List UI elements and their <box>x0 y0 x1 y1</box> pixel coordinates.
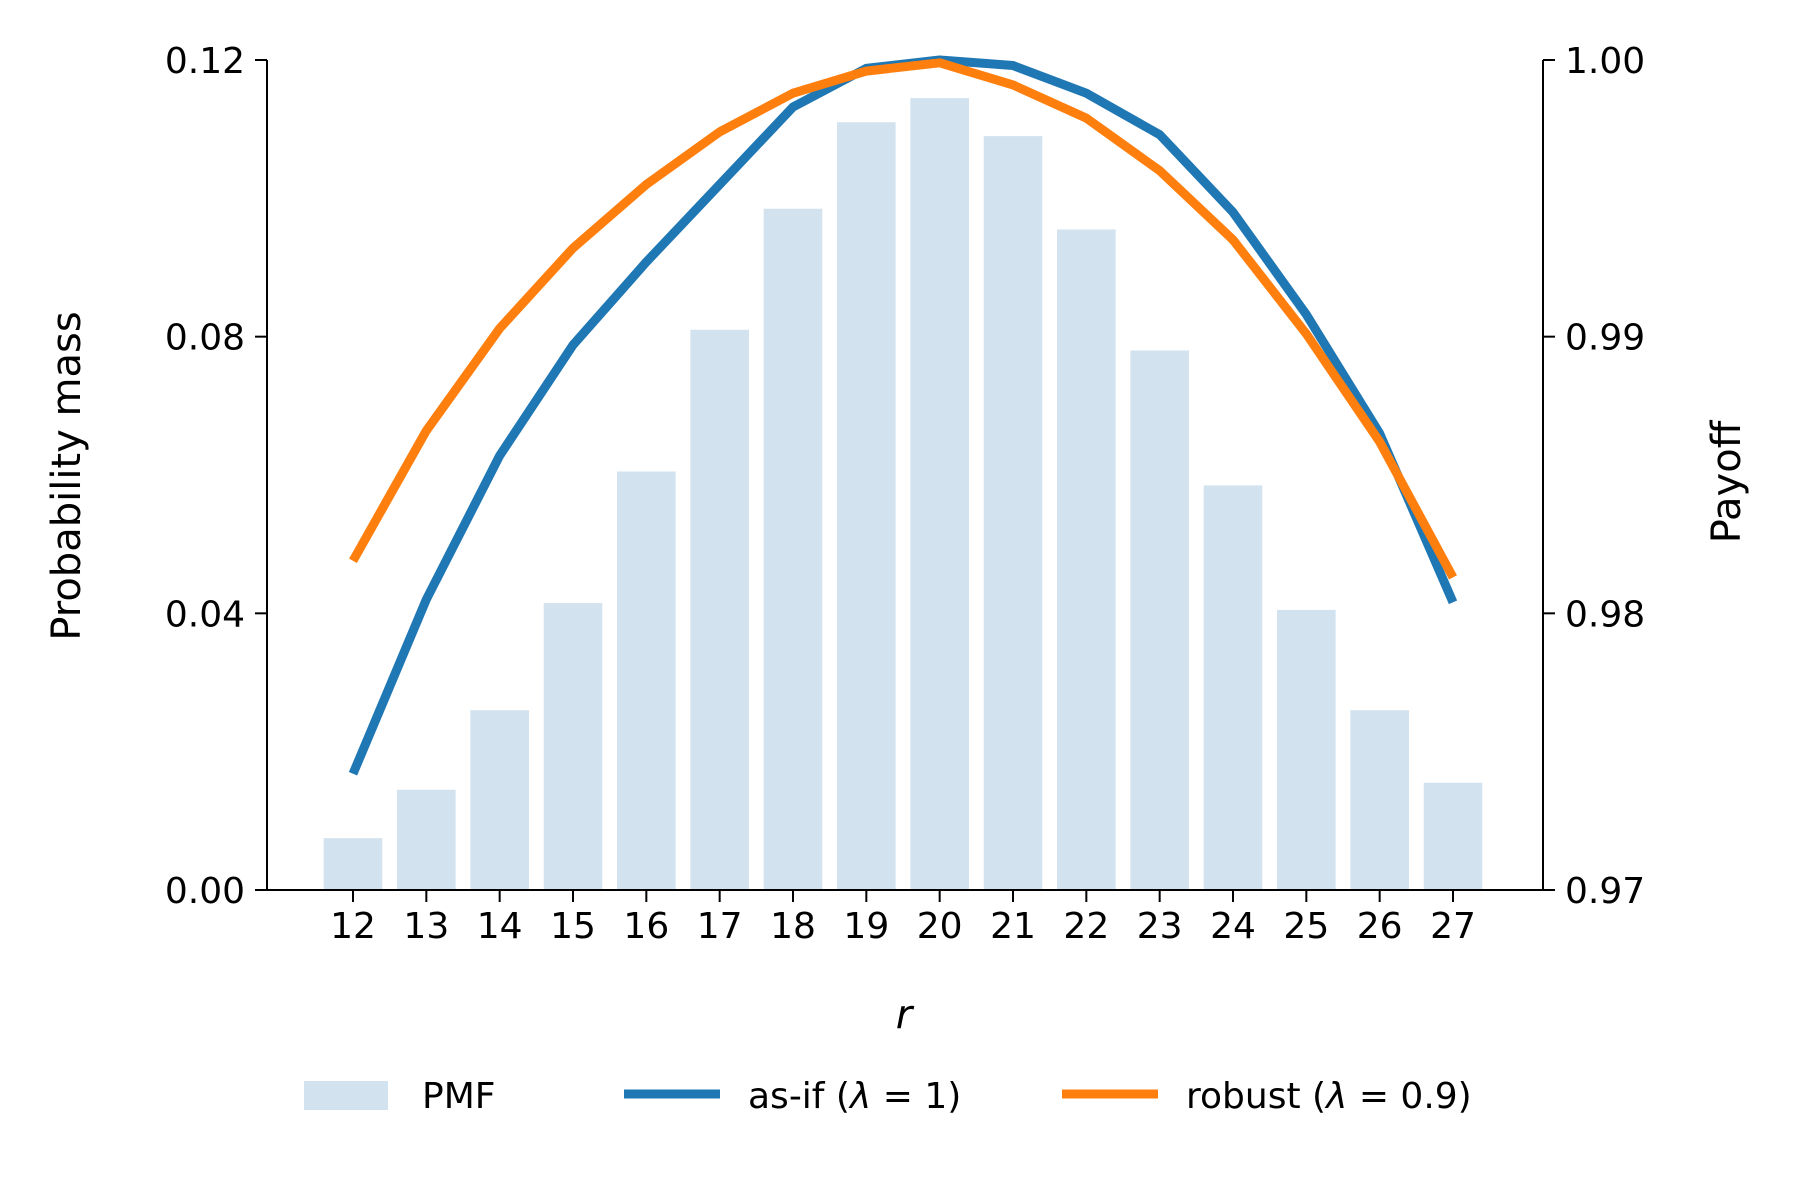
x-tick-label: 22 <box>1063 906 1109 947</box>
x-tick-label: 18 <box>770 906 816 947</box>
bar-17 <box>690 329 749 890</box>
x-tick-label: 16 <box>623 906 669 947</box>
bar-27 <box>1423 782 1483 890</box>
bar-15 <box>543 602 603 890</box>
x-tick-label: 25 <box>1283 906 1329 947</box>
y-axis-label-right: Payoff <box>1704 419 1750 543</box>
x-tick-label: 20 <box>917 906 963 947</box>
bar-18 <box>763 208 823 891</box>
ticks-layer: 0.00 0.04 0.08 0.12 0.97 0.98 0.99 1.00 12 13 14 15… <box>165 41 1645 947</box>
x-tick-label: 15 <box>550 906 596 947</box>
y-axis-label-left: Probability mass <box>44 311 90 640</box>
y-left-tick-label: 0.04 <box>165 594 245 635</box>
bar-13 <box>397 789 456 890</box>
x-tick-label: 14 <box>477 906 523 947</box>
y-left-tick-label: 0.08 <box>165 318 245 359</box>
x-tick-label: 23 <box>1137 906 1183 947</box>
y-right-tick-label: 0.98 <box>1565 594 1645 635</box>
bar-19 <box>837 122 896 890</box>
y-right-tick-label: 0.97 <box>1565 871 1645 912</box>
y-right-tick-label: 0.99 <box>1565 318 1645 359</box>
bar-24 <box>1203 485 1263 890</box>
x-axis-label: r <box>896 992 915 1038</box>
legend-label-as-if: as-if (λ = 1) <box>748 1076 961 1117</box>
x-tick-label: 13 <box>403 906 449 947</box>
bar-22 <box>1057 229 1116 891</box>
x-tick-label: 21 <box>990 906 1036 947</box>
line-series-2 <box>349 58 1457 580</box>
legend-robust-symbol: λ <box>1324 1076 1347 1117</box>
bar-25 <box>1277 609 1336 890</box>
legend-label-robust: robust (λ = 0.9) <box>1186 1076 1472 1117</box>
x-tick-label: 27 <box>1430 906 1476 947</box>
x-tick-label: 26 <box>1357 906 1403 947</box>
legend-as-if-symbol: λ <box>848 1076 871 1117</box>
bar-14 <box>470 710 529 890</box>
legend: PMF as-if (λ = 1) robust (λ = 0.9) <box>304 1076 1472 1117</box>
legend-robust-prefix: robust ( <box>1186 1076 1326 1117</box>
legend-as-if-suffix: = 1) <box>871 1076 961 1117</box>
y-left-tick-label: 0.00 <box>165 871 245 912</box>
legend-robust-suffix: = 0.9) <box>1347 1076 1471 1117</box>
bars-layer <box>323 98 1483 891</box>
x-tick-label: 24 <box>1210 906 1256 947</box>
y-left-tick-label: 0.12 <box>165 41 245 82</box>
x-tick-label: 12 <box>330 906 376 947</box>
x-tick-label: 17 <box>697 906 743 947</box>
y-right-tick-label: 1.00 <box>1565 41 1645 82</box>
bar-12 <box>323 838 383 890</box>
legend-swatch-pmf <box>304 1081 388 1110</box>
bar-23 <box>1130 350 1189 890</box>
bar-20 <box>910 98 969 890</box>
legend-label-pmf: PMF <box>422 1076 495 1117</box>
bar-26 <box>1350 710 1409 890</box>
legend-as-if-prefix: as-if ( <box>748 1076 850 1117</box>
lines-layer <box>348 55 1458 776</box>
axes-layer <box>266 60 1544 891</box>
bar-16 <box>617 471 676 890</box>
x-tick-label: 19 <box>843 906 889 947</box>
bar-21 <box>983 136 1043 891</box>
